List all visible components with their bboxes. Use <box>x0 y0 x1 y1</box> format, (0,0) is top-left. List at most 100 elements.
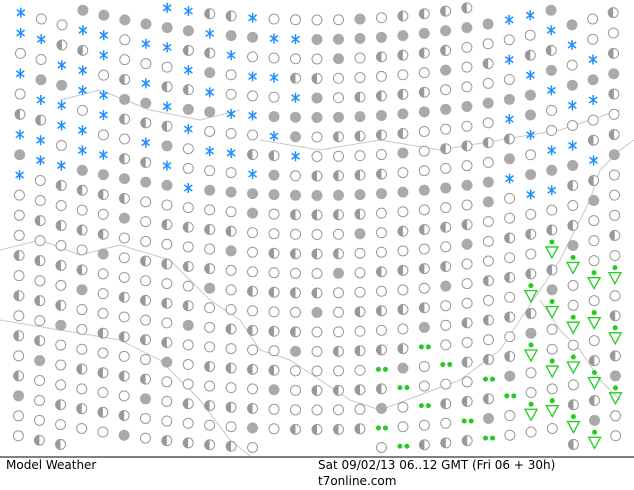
partly-cloudy-fill <box>525 50 531 61</box>
clear <box>182 339 194 351</box>
shower-dot <box>612 265 618 271</box>
clear <box>34 275 46 287</box>
clear <box>332 365 344 377</box>
snow <box>15 129 25 140</box>
partly-cloudy-fill <box>34 295 40 306</box>
overcast <box>524 89 536 101</box>
overcast <box>504 370 516 382</box>
partly-cloudy-fill <box>397 304 403 315</box>
partly-cloudy-fill <box>77 185 83 196</box>
clear <box>566 59 578 71</box>
partly-cloudy-fill <box>98 328 104 339</box>
clear <box>332 326 344 338</box>
clear <box>97 268 109 280</box>
partly-cloudy-fill <box>204 224 210 235</box>
clear <box>119 133 131 145</box>
clear <box>587 13 599 25</box>
clear <box>34 174 46 186</box>
clear <box>161 395 173 407</box>
clear <box>225 264 237 276</box>
clear <box>13 189 25 201</box>
shower-dot <box>570 314 576 320</box>
snow <box>226 148 236 159</box>
snow <box>547 145 557 156</box>
overcast <box>290 131 302 143</box>
overcast <box>332 33 344 45</box>
clear <box>375 441 387 453</box>
clear <box>311 326 323 338</box>
clear <box>504 252 516 264</box>
partly-cloudy-fill <box>76 403 82 414</box>
partly-cloudy-fill <box>397 128 403 139</box>
partly-cloudy-fill <box>161 258 167 269</box>
snow <box>291 151 300 162</box>
overcast <box>161 356 173 368</box>
partly-cloudy-fill <box>312 171 317 181</box>
overcast <box>290 345 302 357</box>
partly-cloudy-fill <box>226 226 232 237</box>
clear <box>482 255 494 267</box>
footer-time: Sat 09/02/13 06..12 GMT (Fri 06 + 30h) <box>318 458 555 472</box>
overcast <box>397 186 409 198</box>
snow <box>78 85 88 96</box>
clear <box>225 69 237 81</box>
clear <box>504 429 516 441</box>
clear <box>204 380 216 392</box>
shower-dot <box>570 254 576 260</box>
partly-cloudy-fill <box>312 288 317 298</box>
overcast <box>225 30 237 42</box>
snow <box>504 114 514 125</box>
clear <box>225 382 237 394</box>
clear <box>461 376 473 388</box>
clear <box>311 346 323 357</box>
snow <box>15 68 25 79</box>
snow <box>525 70 535 81</box>
clear <box>525 367 537 379</box>
partly-cloudy-fill <box>119 410 125 421</box>
partly-cloudy-fill <box>440 437 446 448</box>
rain-dot <box>404 385 410 391</box>
overcast <box>461 238 473 250</box>
snow <box>248 71 257 82</box>
clear <box>418 380 430 392</box>
partly-cloudy-fill <box>34 435 40 446</box>
partly-cloudy-fill <box>333 248 339 259</box>
clear <box>77 104 89 116</box>
clear <box>440 300 452 312</box>
partly-cloudy-fill <box>567 180 573 191</box>
overcast <box>440 64 452 76</box>
partly-cloudy-fill <box>269 326 275 337</box>
clear <box>354 403 366 415</box>
clear <box>247 383 259 395</box>
overcast <box>161 179 173 191</box>
clear <box>546 422 558 434</box>
clear <box>97 288 109 300</box>
overcast <box>397 362 409 374</box>
clear <box>268 345 280 357</box>
shower-triangle <box>566 321 581 335</box>
partly-cloudy-fill <box>419 48 425 59</box>
clear <box>182 143 194 155</box>
clear <box>268 13 280 25</box>
clear <box>12 410 24 422</box>
footer-label: Model Weather <box>6 458 96 472</box>
shower-dot <box>612 325 618 331</box>
overcast <box>525 169 537 181</box>
overcast <box>397 108 409 120</box>
clear <box>461 61 473 73</box>
clear <box>35 13 47 25</box>
overcast <box>566 79 578 91</box>
clear <box>56 19 68 31</box>
clear <box>482 294 494 306</box>
partly-cloudy-fill <box>119 193 125 204</box>
overcast <box>182 103 194 115</box>
clear <box>140 58 152 70</box>
clear <box>311 14 323 26</box>
overcast <box>354 33 366 45</box>
snow <box>291 92 300 103</box>
partly-cloudy-fill <box>183 437 189 448</box>
partly-cloudy-fill <box>98 229 104 240</box>
partly-cloudy-fill <box>312 210 317 220</box>
clear <box>76 304 88 316</box>
clear <box>12 430 24 442</box>
